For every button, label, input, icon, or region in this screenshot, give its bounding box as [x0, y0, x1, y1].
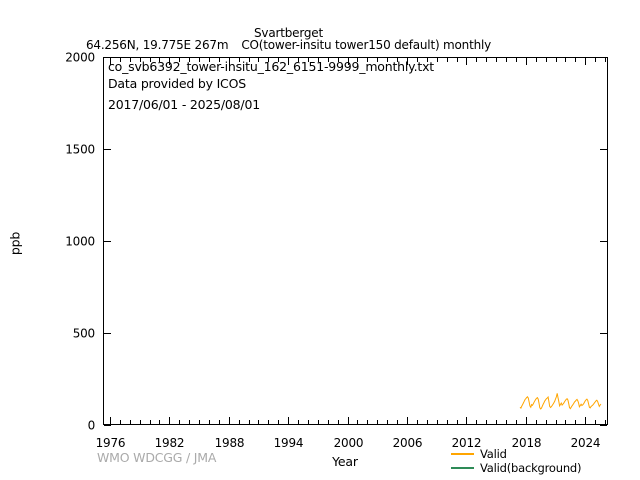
- inset-provider: Data provided by ICOS: [108, 76, 246, 91]
- y-axis-label: ppb: [7, 231, 23, 256]
- station-coordinates: 64.256N, 19.775E 267m: [85, 38, 229, 52]
- page-title: Svartberget: [254, 26, 323, 40]
- inset-date-range: 2017/06/01 - 2025/08/01: [108, 97, 260, 112]
- x-tick-label: 2000: [334, 436, 364, 450]
- attribution-text: WMO WDCGG / JMA: [97, 450, 217, 465]
- valid-background-line-swatch: [451, 467, 474, 469]
- x-tick-label: 2012: [452, 436, 482, 450]
- y-tick-label: 1000: [65, 235, 95, 249]
- chart-subtitle: 64.256N, 19.775E 267m CO(tower-insitu tow…: [0, 39, 577, 51]
- y-tick-label: 500: [73, 327, 95, 341]
- dataset-descriptor: CO(tower-insitu tower150 default) monthl…: [241, 38, 492, 52]
- x-tick-label: 2006: [393, 436, 423, 450]
- x-tick-label: 2024: [571, 436, 601, 450]
- x-tick-label: 1994: [274, 436, 304, 450]
- chart-title-block: Svartberget 64.256N, 19.775E 267m CO(towe…: [0, 27, 577, 51]
- legend-label-valid: Valid: [480, 447, 507, 461]
- legend-label-valid-background: Valid(background): [480, 461, 582, 475]
- legend-item-valid: Valid: [451, 447, 581, 461]
- inset-filename: co_svb6392_tower-insitu_162_6151-9999_mo…: [108, 59, 434, 74]
- x-tick-label: 1982: [155, 436, 185, 450]
- x-tick-label: 1976: [96, 436, 126, 450]
- y-tick-label: 2000: [65, 51, 95, 65]
- valid-line-swatch: [451, 453, 474, 455]
- y-tick-label: 0: [88, 419, 95, 433]
- inset-text-block: co_svb6392_tower-insitu_162_6151-9999_mo…: [108, 58, 434, 113]
- legend-item-valid-background: Valid(background): [451, 461, 582, 475]
- x-axis-label: Year: [332, 454, 358, 469]
- x-tick-label: 2018: [512, 436, 542, 450]
- legend: Valid Valid(background): [451, 447, 582, 475]
- y-tick-label: 1500: [65, 143, 95, 157]
- series-line-valid: [519, 393, 602, 410]
- x-tick-label: 1988: [215, 436, 245, 450]
- plot-frame: [103, 57, 608, 425]
